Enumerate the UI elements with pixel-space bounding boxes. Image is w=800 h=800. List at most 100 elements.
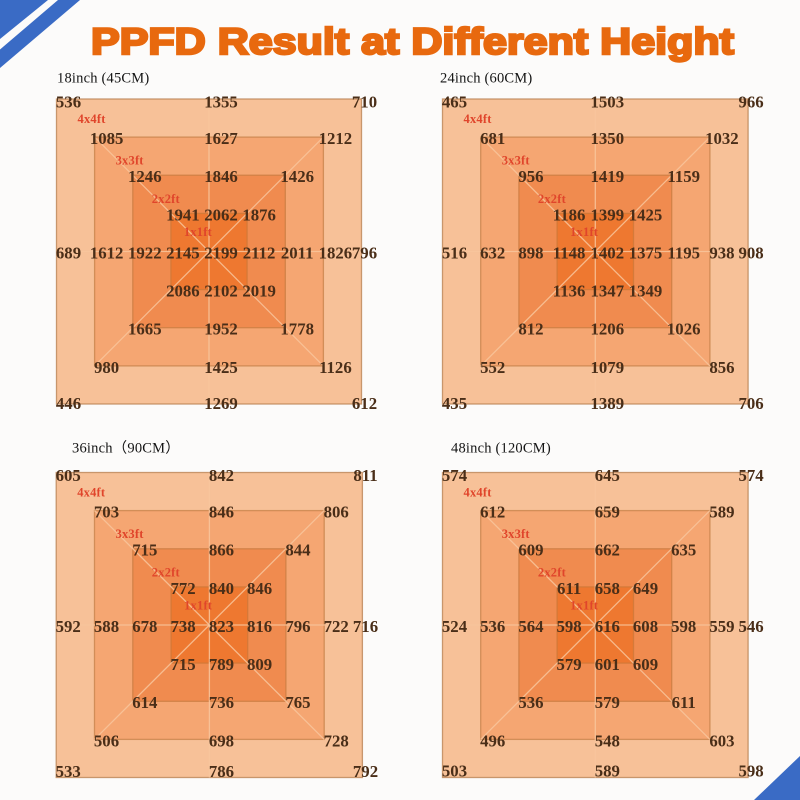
svg-text:1355: 1355 — [204, 92, 238, 111]
svg-text:1x1ft: 1x1ft — [570, 598, 599, 612]
svg-text:1350: 1350 — [591, 129, 625, 148]
svg-text:956: 956 — [518, 167, 543, 186]
svg-text:612: 612 — [480, 502, 505, 521]
svg-text:614: 614 — [132, 693, 158, 712]
svg-text:516: 516 — [442, 243, 467, 262]
svg-text:1665: 1665 — [128, 320, 162, 339]
svg-text:846: 846 — [209, 502, 234, 521]
svg-text:564: 564 — [518, 617, 544, 636]
svg-text:546: 546 — [739, 617, 764, 636]
svg-text:806: 806 — [324, 502, 349, 521]
svg-text:1826: 1826 — [319, 243, 353, 262]
svg-text:1375: 1375 — [629, 243, 663, 262]
svg-text:1246: 1246 — [128, 167, 162, 186]
svg-text:796: 796 — [285, 617, 310, 636]
svg-text:632: 632 — [480, 243, 505, 262]
svg-text:1876: 1876 — [242, 205, 276, 224]
svg-text:574: 574 — [739, 466, 765, 485]
svg-text:1148: 1148 — [553, 243, 586, 262]
svg-text:1195: 1195 — [667, 243, 700, 262]
svg-text:658: 658 — [595, 579, 620, 598]
svg-text:1349: 1349 — [629, 281, 663, 300]
svg-text:1026: 1026 — [667, 320, 701, 339]
svg-text:2x2ft: 2x2ft — [538, 192, 567, 206]
svg-text:1778: 1778 — [280, 320, 314, 339]
svg-text:1079: 1079 — [591, 358, 625, 377]
svg-text:1846: 1846 — [204, 167, 238, 186]
svg-text:3x3ft: 3x3ft — [502, 153, 531, 167]
svg-text:1x1ft: 1x1ft — [570, 225, 599, 239]
svg-text:PPFD Result at Different Heigh: PPFD Result at Different Height — [91, 21, 734, 62]
svg-text:1347: 1347 — [591, 281, 625, 300]
svg-text:1206: 1206 — [591, 320, 625, 339]
svg-text:1399: 1399 — [591, 205, 625, 224]
svg-text:496: 496 — [480, 731, 505, 750]
svg-text:1186: 1186 — [553, 205, 586, 224]
svg-text:816: 816 — [247, 617, 272, 636]
svg-text:2011: 2011 — [281, 243, 314, 262]
svg-text:728: 728 — [324, 731, 349, 750]
svg-text:846: 846 — [247, 579, 272, 598]
svg-text:1x1ft: 1x1ft — [184, 598, 213, 612]
svg-text:2102: 2102 — [204, 281, 238, 300]
svg-text:3x3ft: 3x3ft — [116, 527, 145, 541]
svg-text:18inch (45CM): 18inch (45CM) — [57, 70, 149, 86]
svg-text:2086: 2086 — [166, 281, 200, 300]
svg-text:938: 938 — [709, 243, 734, 262]
svg-text:966: 966 — [739, 92, 764, 111]
svg-text:1627: 1627 — [204, 129, 238, 148]
svg-text:598: 598 — [557, 617, 582, 636]
svg-text:722: 722 — [324, 617, 349, 636]
svg-text:703: 703 — [94, 502, 119, 521]
svg-text:681: 681 — [480, 129, 505, 148]
svg-text:48inch (120CM): 48inch (120CM) — [451, 440, 551, 456]
svg-text:503: 503 — [442, 761, 467, 780]
svg-text:1419: 1419 — [591, 167, 625, 186]
svg-text:4x4ft: 4x4ft — [464, 112, 493, 126]
svg-text:898: 898 — [518, 243, 543, 262]
svg-text:598: 598 — [671, 617, 696, 636]
svg-text:662: 662 — [595, 541, 620, 560]
svg-text:1212: 1212 — [319, 129, 353, 148]
svg-text:579: 579 — [557, 655, 582, 674]
svg-text:559: 559 — [709, 617, 734, 636]
svg-text:588: 588 — [94, 617, 119, 636]
svg-text:1126: 1126 — [319, 358, 352, 377]
svg-text:1085: 1085 — [90, 129, 124, 148]
svg-text:548: 548 — [595, 731, 620, 750]
svg-text:552: 552 — [480, 358, 505, 377]
svg-text:3x3ft: 3x3ft — [502, 527, 531, 541]
svg-text:792: 792 — [353, 762, 378, 781]
svg-text:866: 866 — [209, 541, 234, 560]
svg-text:574: 574 — [442, 466, 468, 485]
svg-text:435: 435 — [442, 394, 467, 413]
svg-text:2112: 2112 — [243, 243, 276, 262]
svg-text:1425: 1425 — [204, 358, 238, 377]
svg-text:1269: 1269 — [204, 394, 238, 413]
svg-text:765: 765 — [285, 693, 310, 712]
svg-text:980: 980 — [94, 358, 119, 377]
svg-text:612: 612 — [352, 394, 377, 413]
svg-text:649: 649 — [633, 579, 658, 598]
svg-text:1612: 1612 — [90, 243, 124, 262]
svg-text:796: 796 — [352, 243, 377, 262]
svg-text:1032: 1032 — [705, 129, 739, 148]
svg-text:1941: 1941 — [166, 205, 200, 224]
svg-text:1402: 1402 — [591, 243, 625, 262]
svg-text:645: 645 — [595, 466, 620, 485]
svg-text:715: 715 — [132, 541, 157, 560]
svg-text:811: 811 — [353, 466, 377, 485]
svg-text:706: 706 — [739, 394, 764, 413]
svg-text:608: 608 — [633, 617, 658, 636]
svg-text:3x3ft: 3x3ft — [116, 153, 145, 167]
svg-text:856: 856 — [709, 358, 734, 377]
svg-text:589: 589 — [595, 761, 620, 780]
svg-text:678: 678 — [132, 617, 157, 636]
svg-text:842: 842 — [209, 466, 234, 485]
svg-text:2019: 2019 — [242, 281, 276, 300]
svg-text:1503: 1503 — [591, 92, 625, 111]
svg-text:738: 738 — [171, 617, 196, 636]
svg-text:1x1ft: 1x1ft — [184, 225, 213, 239]
svg-text:579: 579 — [595, 693, 620, 712]
svg-text:36inch（90CM）: 36inch（90CM） — [72, 439, 180, 456]
